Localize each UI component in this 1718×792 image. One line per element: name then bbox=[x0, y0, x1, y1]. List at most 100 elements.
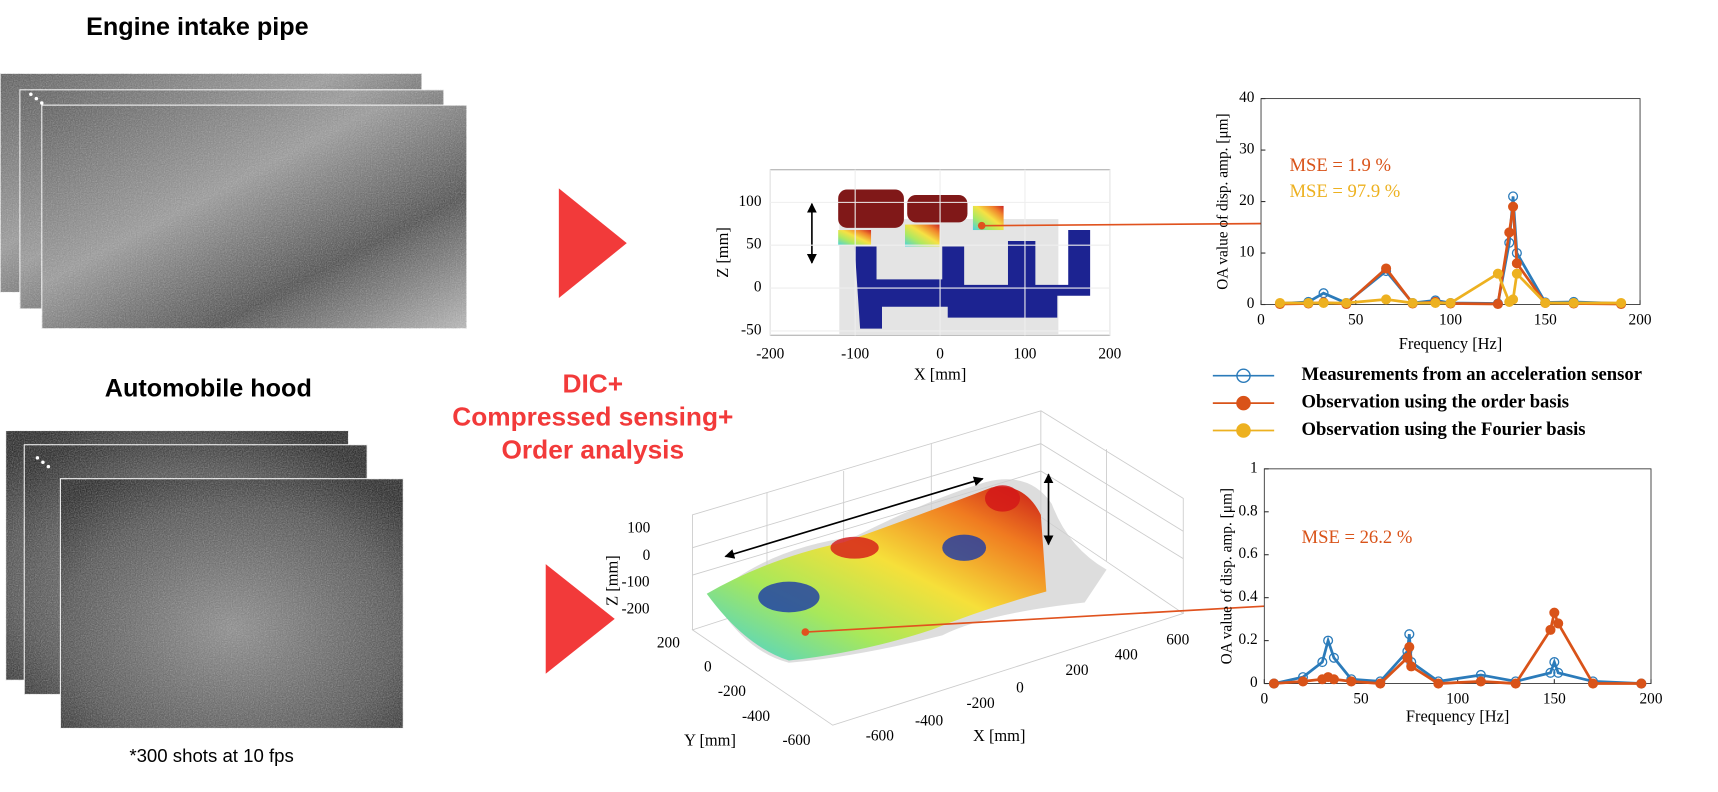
data-point bbox=[1475, 676, 1486, 687]
data-point bbox=[1510, 678, 1521, 689]
data-point bbox=[1303, 297, 1314, 309]
chart: 0 50 100 150 200 0 10 20 30 40 Frequency [Hz] OA va… bbox=[1214, 89, 1652, 353]
link-arrow bbox=[805, 599, 1292, 633]
data-point bbox=[1492, 268, 1503, 279]
z-tick-label: -200 bbox=[621, 601, 649, 618]
data-point bbox=[1587, 678, 1599, 689]
engine-photos bbox=[0, 72, 468, 330]
legend-marker bbox=[1236, 423, 1251, 438]
data-point bbox=[1268, 678, 1280, 689]
z-tick-label: 0 bbox=[643, 547, 651, 564]
x-tick-label: 150 bbox=[1534, 311, 1557, 328]
y-tick-label: 0 bbox=[754, 279, 762, 296]
data-point bbox=[1404, 629, 1415, 640]
y-tick-label: 1 bbox=[1250, 459, 1258, 476]
chart: 0 50 100 150 200 0 0.2 0.4 0.6 0.8 1 Frequency [Hz]… bbox=[1219, 459, 1663, 725]
pointcloud-top: -200 -100 0 100 200 100 50 0 -50 X [mm] Z [mm] bbox=[713, 169, 1122, 384]
x-tick-label: 0 bbox=[1260, 690, 1268, 707]
data-point bbox=[1318, 297, 1329, 309]
x-tick-label: -200 bbox=[756, 345, 784, 362]
y-tick-label: 0.2 bbox=[1239, 631, 1258, 648]
y-axis-label: OA value of disp. amp. [μm] bbox=[1219, 488, 1236, 664]
data-point bbox=[1317, 657, 1328, 668]
data-point bbox=[1568, 297, 1579, 309]
x-tick-label: 200 bbox=[1098, 345, 1121, 362]
data-point bbox=[1381, 263, 1392, 274]
x-tick-label: 0 bbox=[1016, 680, 1024, 697]
x-tick-label: 600 bbox=[1166, 631, 1189, 648]
x-tick-label: 50 bbox=[1353, 690, 1369, 707]
data-point bbox=[1375, 678, 1386, 689]
data-point bbox=[1402, 652, 1413, 663]
y-tick-label: 20 bbox=[1239, 192, 1255, 209]
x-tick-label: 100 bbox=[1013, 345, 1036, 362]
data-point bbox=[1341, 297, 1352, 309]
y-axis-label: OA value of disp. amp. [μm] bbox=[1214, 113, 1231, 289]
data-point bbox=[1492, 298, 1503, 310]
x-axis-label: Frequency [Hz] bbox=[1399, 334, 1503, 353]
y-axis-label: Z [mm] bbox=[713, 227, 732, 278]
x-tick-label: -600 bbox=[866, 728, 894, 745]
x-tick-label: 0 bbox=[1257, 311, 1265, 328]
y-tick-label: 0 bbox=[1250, 674, 1258, 691]
x-tick-label: -100 bbox=[841, 345, 869, 362]
legend-label: Observation using the order basis bbox=[1302, 391, 1569, 412]
x-tick-label: 100 bbox=[1439, 311, 1462, 328]
data-point bbox=[1508, 191, 1519, 202]
data-point bbox=[1328, 674, 1339, 685]
plot-area bbox=[1260, 98, 1641, 305]
legend-label: Observation using the Fourier basis bbox=[1302, 419, 1586, 440]
data-point bbox=[1274, 297, 1286, 309]
x-axis-label: X [mm] bbox=[914, 365, 966, 384]
method-text: Compressed sensing+ bbox=[452, 401, 733, 431]
hood-photos bbox=[5, 429, 404, 730]
data-point bbox=[1381, 294, 1392, 305]
data-point bbox=[1511, 258, 1522, 269]
y-tick-label: 100 bbox=[739, 193, 762, 210]
data-point bbox=[1553, 667, 1564, 678]
y-tick-label: 0 bbox=[704, 659, 712, 676]
data-point bbox=[1508, 201, 1519, 212]
y-tick-label: 30 bbox=[1239, 141, 1255, 158]
x-tick-label: 100 bbox=[1446, 690, 1469, 707]
y-tick-label: -400 bbox=[742, 708, 770, 725]
y-tick-label: 200 bbox=[657, 635, 680, 652]
y-tick-label: 0.4 bbox=[1239, 588, 1258, 605]
legend-marker bbox=[1236, 368, 1251, 384]
pointcloud-bottom bbox=[691, 410, 1185, 726]
data-point bbox=[1616, 297, 1627, 309]
data-point bbox=[1508, 294, 1519, 305]
point-marker bbox=[801, 628, 810, 636]
data-point bbox=[1445, 297, 1456, 309]
legend: Measurements from an acceleration sensor… bbox=[1212, 364, 1642, 440]
hood-label: Automobile hood bbox=[105, 375, 312, 403]
z-tick-label: -100 bbox=[621, 573, 649, 590]
method-text: Order analysis bbox=[502, 434, 685, 464]
data-point bbox=[1636, 678, 1647, 689]
annotation: MSE = 1.9 % bbox=[1290, 155, 1391, 176]
x-tick-label: 200 bbox=[1640, 690, 1663, 707]
x-tick-label: -400 bbox=[915, 712, 943, 729]
data-point bbox=[1553, 618, 1564, 629]
link-arrow bbox=[981, 217, 1278, 230]
engine-label: Engine intake pipe bbox=[86, 13, 309, 41]
annotation: MSE = 26.2 % bbox=[1302, 527, 1413, 548]
y-tick-label: -200 bbox=[718, 683, 746, 700]
axes-labels: 100 0 -100 -200 200 0 -200 -400 -600 -600 -400 -200… bbox=[602, 520, 1189, 750]
x-axis-label: X [mm] bbox=[973, 726, 1025, 745]
data-point bbox=[1406, 661, 1417, 672]
y-tick-label: 10 bbox=[1239, 244, 1255, 261]
x-tick-label: 0 bbox=[936, 345, 944, 362]
data-point bbox=[1549, 657, 1560, 668]
arrow-triangle bbox=[545, 564, 615, 674]
data-point bbox=[1545, 667, 1556, 678]
y-tick-label: 0 bbox=[1247, 295, 1255, 312]
data-point bbox=[1545, 624, 1556, 635]
y-tick-label: 40 bbox=[1239, 89, 1255, 106]
data-point bbox=[1297, 676, 1309, 687]
x-tick-label: 400 bbox=[1115, 647, 1138, 664]
legend-marker bbox=[1236, 395, 1251, 411]
shots-note: *300 shots at 10 fps bbox=[129, 745, 294, 766]
